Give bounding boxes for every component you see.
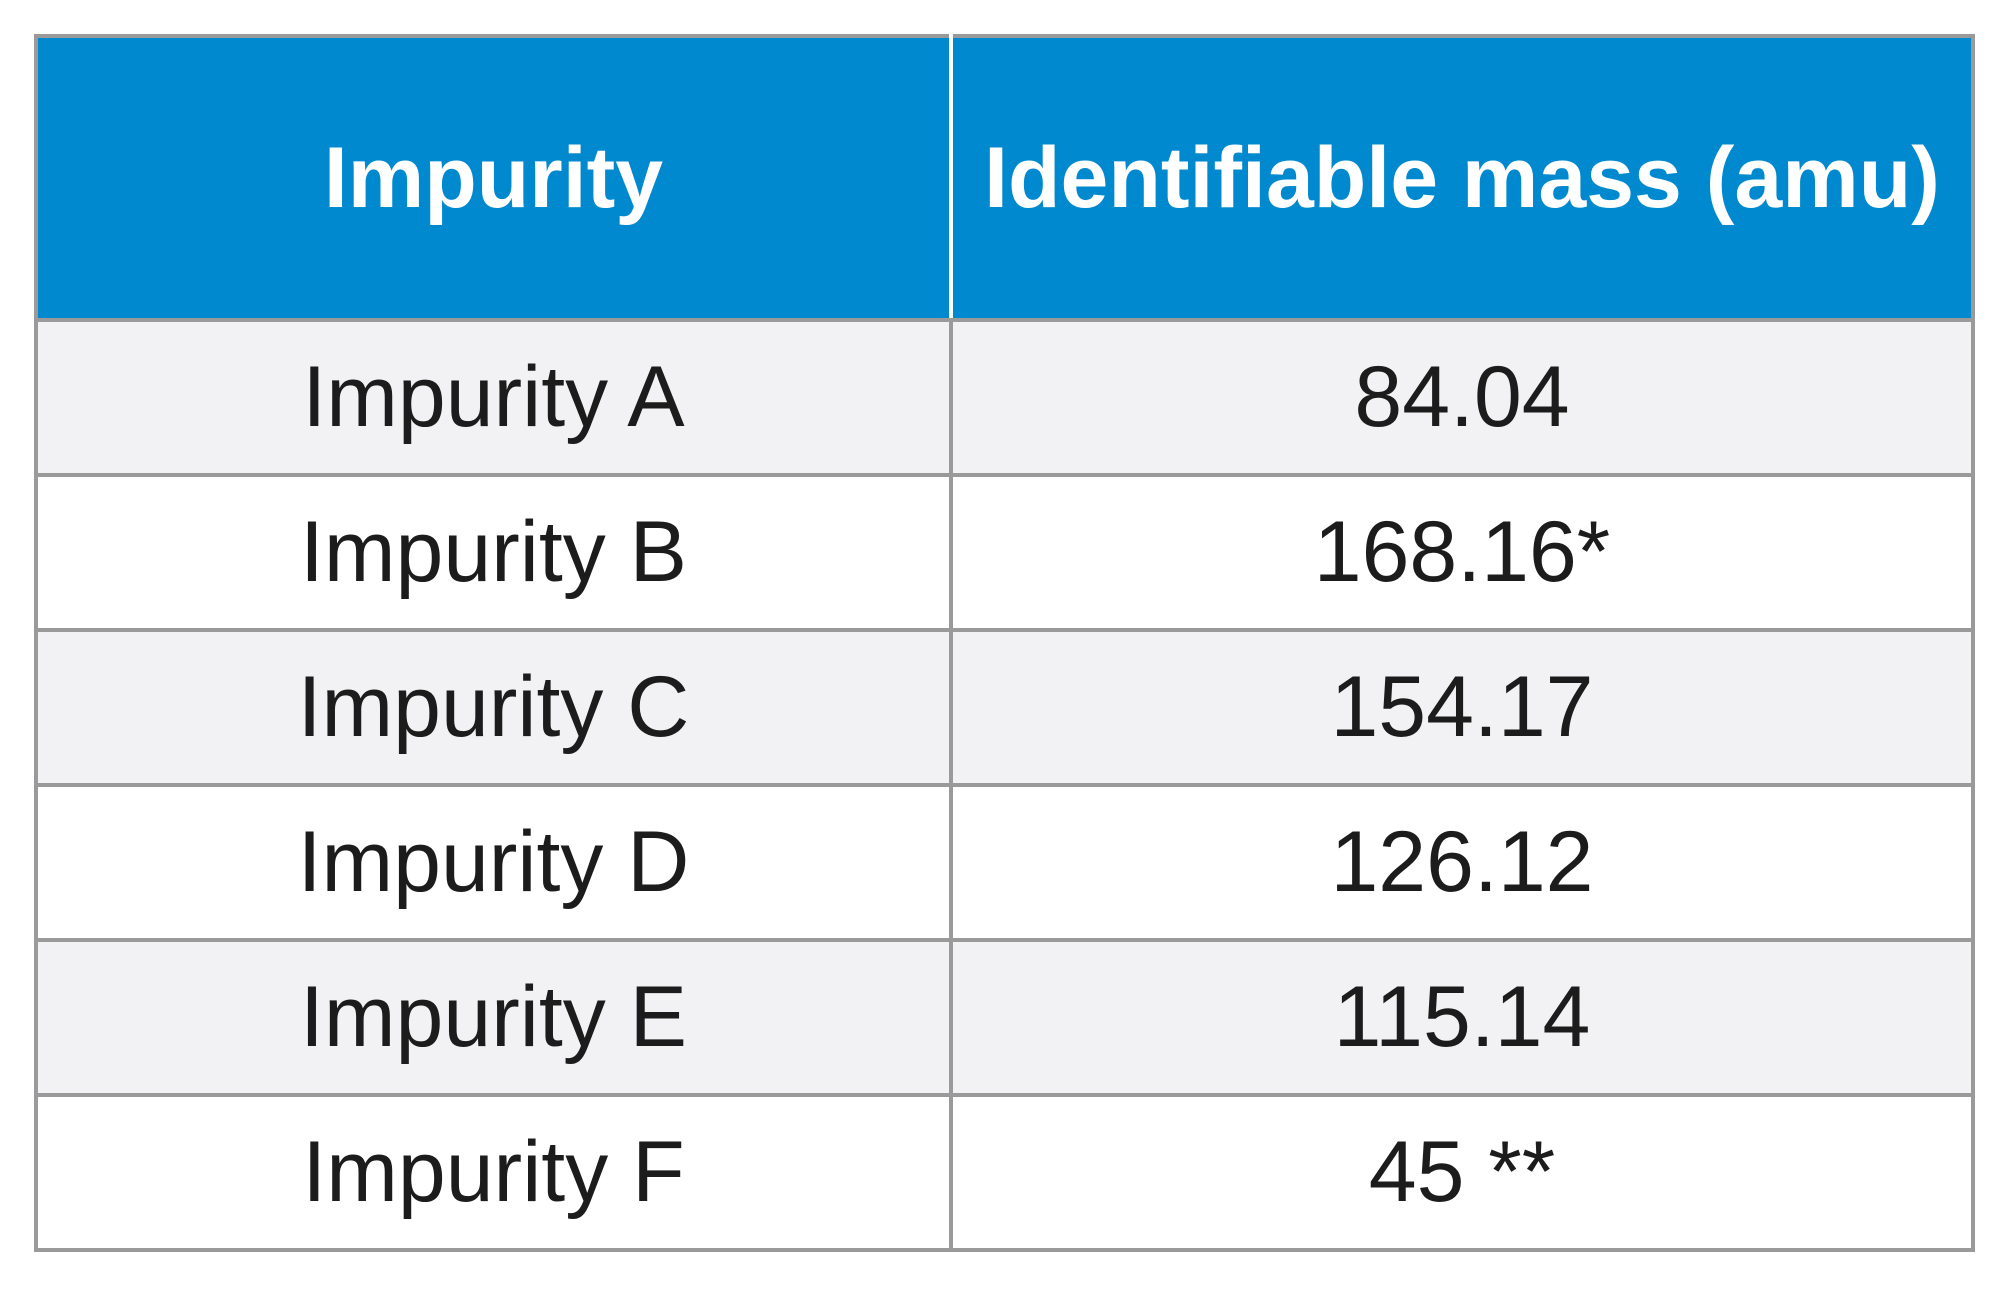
- column-header-impurity: Impurity: [34, 34, 953, 322]
- mass-value-cell: 126.12: [949, 783, 1975, 942]
- table-row: Impurity A 84.04: [34, 318, 1975, 477]
- table-row: Impurity C 154.17: [34, 628, 1975, 787]
- table-header-row: Impurity Identifiable mass (amu): [34, 34, 1975, 322]
- impurity-name-cell: Impurity C: [34, 628, 953, 787]
- column-header-identifiable-mass: Identifiable mass (amu): [949, 34, 1975, 322]
- impurity-name-cell: Impurity A: [34, 318, 953, 477]
- impurity-name-cell: Impurity F: [34, 1093, 953, 1252]
- impurity-table-container: Impurity Identifiable mass (amu) Impurit…: [34, 34, 1975, 1252]
- impurity-mass-table: Impurity Identifiable mass (amu) Impurit…: [34, 34, 1975, 1252]
- mass-value-cell: 115.14: [949, 938, 1975, 1097]
- mass-value-cell: 84.04: [949, 318, 1975, 477]
- mass-value-cell: 45 **: [949, 1093, 1975, 1252]
- impurity-name-cell: Impurity E: [34, 938, 953, 1097]
- table-row: Impurity E 115.14: [34, 938, 1975, 1097]
- impurity-name-cell: Impurity B: [34, 473, 953, 632]
- mass-value-cell: 168.16*: [949, 473, 1975, 632]
- mass-value-cell: 154.17: [949, 628, 1975, 787]
- table-row: Impurity D 126.12: [34, 783, 1975, 942]
- table-row: Impurity F 45 **: [34, 1093, 1975, 1252]
- table-row: Impurity B 168.16*: [34, 473, 1975, 632]
- impurity-name-cell: Impurity D: [34, 783, 953, 942]
